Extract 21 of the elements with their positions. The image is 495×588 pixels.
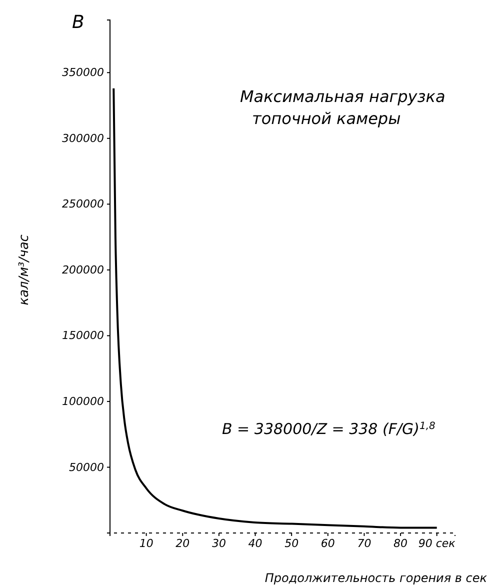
y-tick-label: 250000 [62,198,104,211]
x-tick-label: 40 [248,536,262,550]
x-tick-label: 20 [176,536,190,550]
x-tick-label: 80 [394,536,408,550]
y-tick-label: 350000 [62,66,104,80]
x-tick-label: 50 [284,536,299,550]
y-tick-label: 150000 [62,329,104,342]
y-tick-label: 300000 [62,132,104,145]
text: B [72,12,84,33]
x-axis-title: Продолжительность горения в сек [264,571,488,585]
y-axis-title: кал/м³/час [17,234,32,306]
text: Максимальная нагрузка топочной камеры [240,87,446,128]
x-tick-label: 60 [320,536,335,550]
x-tick-label: 30 [212,536,226,550]
x-tick-label: 10 [139,536,154,550]
x-tick-label: 90 сек [418,536,456,550]
y-tick-label: 100000 [62,394,104,408]
annotation: B = 338000/Z = 338 (F/G)$^{1,8}$ [222,420,436,438]
x-tick-label: 70 [357,536,372,550]
y-tick-label: 200000 [62,263,104,276]
y-tick-label: 50000 [69,460,104,474]
